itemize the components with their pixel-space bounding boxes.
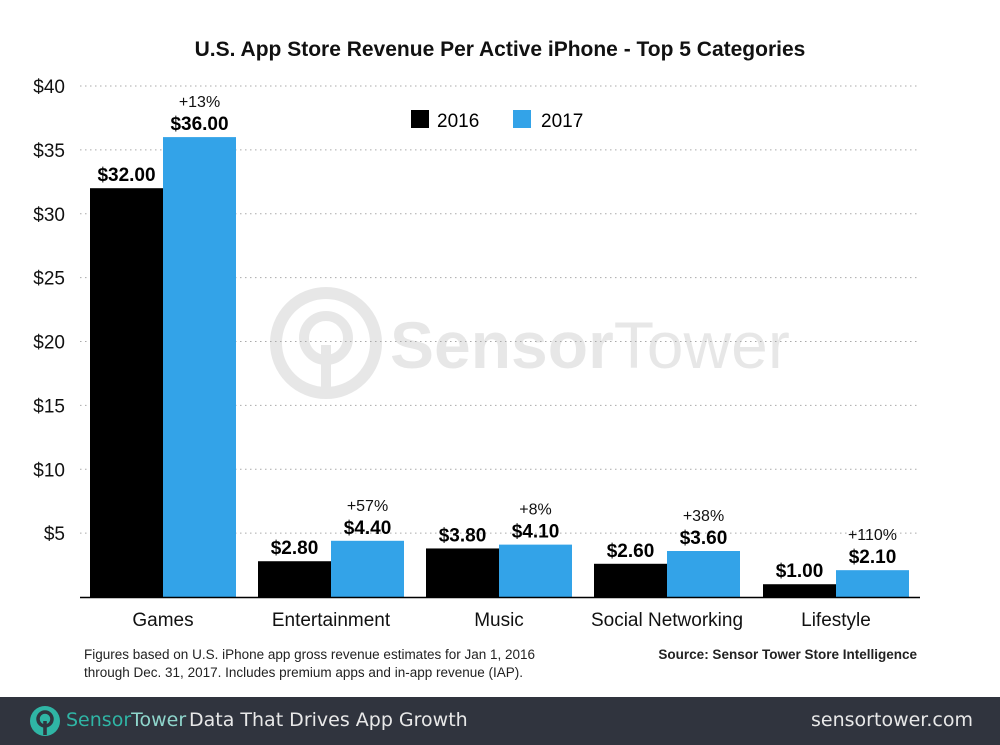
y-tick-label: $5 bbox=[44, 524, 65, 545]
chart-title: U.S. App Store Revenue Per Active iPhone… bbox=[195, 38, 806, 61]
bar-chart: U.S. App Store Revenue Per Active iPhone… bbox=[33, 38, 920, 680]
bar-2016 bbox=[426, 548, 499, 597]
bar-2017 bbox=[836, 570, 909, 597]
data-label: $4.10 bbox=[512, 522, 560, 543]
footer-bar: SensorTower Data That Drives App Growth … bbox=[0, 697, 1000, 745]
x-tick-label: Lifestyle bbox=[801, 610, 871, 631]
y-tick-label: $40 bbox=[33, 77, 65, 98]
legend: 2016 2017 bbox=[411, 110, 583, 132]
source-note: Source: Sensor Tower Store Intelligence bbox=[658, 647, 917, 662]
legend-swatch-2016 bbox=[411, 110, 429, 128]
bar-2017 bbox=[667, 551, 740, 597]
data-label: $2.80 bbox=[271, 538, 319, 559]
data-label: $36.00 bbox=[170, 114, 228, 135]
legend-swatch-2017 bbox=[513, 110, 531, 128]
data-label: $4.40 bbox=[344, 518, 392, 539]
x-tick-label: Entertainment bbox=[272, 610, 391, 631]
sensortower-logo-icon bbox=[30, 706, 60, 736]
footer-tagline: Data That Drives App Growth bbox=[189, 709, 468, 731]
data-label: $2.60 bbox=[607, 541, 655, 562]
y-tick-label: $30 bbox=[33, 205, 65, 226]
bar-2017 bbox=[163, 137, 236, 597]
bar-2016 bbox=[763, 584, 836, 597]
x-tick-label: Games bbox=[132, 610, 193, 631]
footer-brand: SensorTower bbox=[66, 709, 187, 731]
bar-2017 bbox=[499, 544, 572, 597]
bar-2017 bbox=[331, 540, 404, 597]
data-label: $1.00 bbox=[776, 561, 824, 582]
growth-label: +57% bbox=[347, 498, 388, 515]
y-tick-label: $25 bbox=[33, 269, 65, 290]
y-tick-label: $15 bbox=[33, 396, 65, 417]
watermark-logo-icon bbox=[270, 287, 382, 399]
x-tick-label: Social Networking bbox=[591, 610, 743, 631]
footnote-line-1: Figures based on U.S. iPhone app gross r… bbox=[84, 647, 535, 662]
data-label: $32.00 bbox=[97, 165, 155, 186]
bar-2016 bbox=[594, 563, 667, 597]
growth-label: +8% bbox=[519, 502, 551, 519]
data-label: $3.80 bbox=[439, 525, 487, 546]
legend-label-2016: 2016 bbox=[437, 111, 479, 132]
growth-label: +38% bbox=[683, 508, 724, 525]
x-tick-label: Music bbox=[474, 610, 524, 631]
data-label: $3.60 bbox=[680, 528, 728, 549]
bar-2016 bbox=[258, 561, 331, 597]
growth-label: +13% bbox=[179, 94, 220, 111]
y-tick-label: $10 bbox=[33, 460, 65, 481]
footer-url[interactable]: sensortower.com bbox=[811, 709, 973, 731]
watermark: SensorTower bbox=[270, 287, 790, 399]
growth-label: +110% bbox=[848, 527, 897, 544]
y-tick-label: $35 bbox=[33, 141, 65, 162]
y-tick-label: $20 bbox=[33, 333, 65, 354]
bar-2016 bbox=[90, 188, 163, 597]
footnote-line-2: through Dec. 31, 2017. Includes premium … bbox=[84, 665, 523, 680]
watermark-text: SensorTower bbox=[390, 308, 790, 382]
legend-label-2017: 2017 bbox=[541, 111, 583, 132]
data-label: $2.10 bbox=[849, 547, 897, 568]
